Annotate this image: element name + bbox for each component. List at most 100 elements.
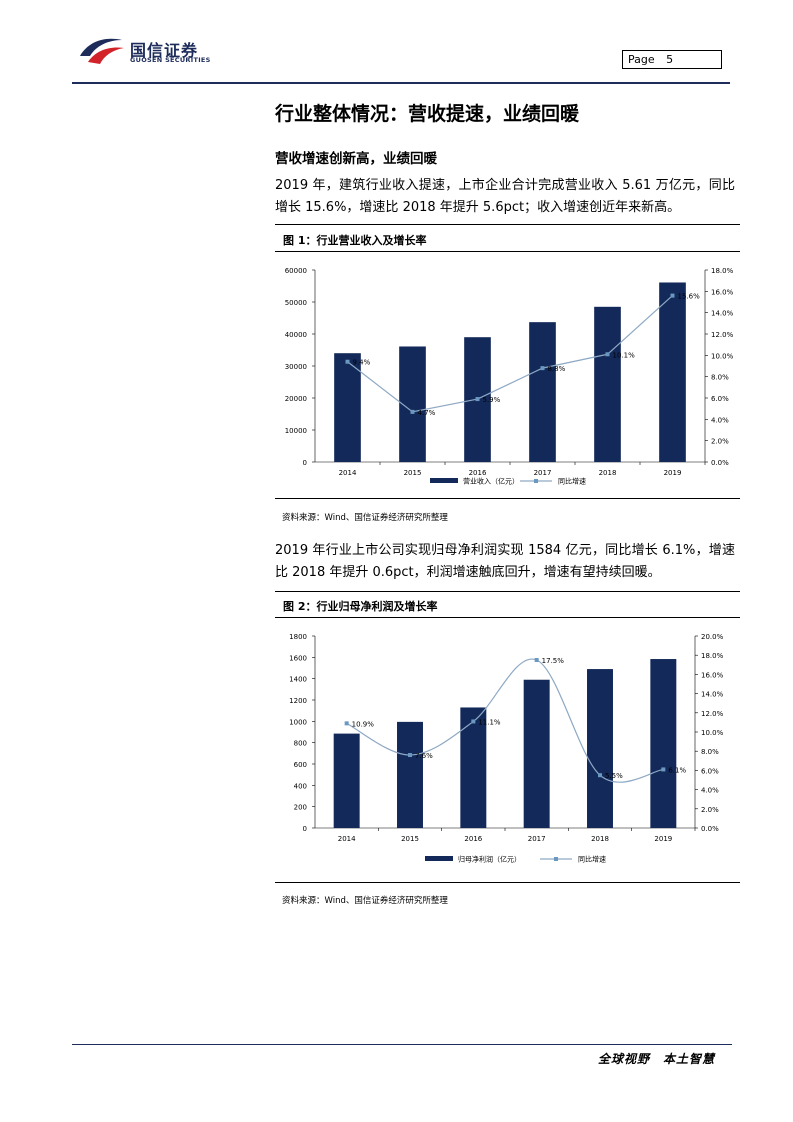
growth-point: [540, 366, 545, 371]
growth-point: [344, 721, 349, 726]
left-tick-label: 600: [294, 761, 307, 769]
x-tick-label: 2018: [599, 469, 617, 477]
left-tick-label: 1000: [289, 718, 307, 726]
right-tick-label: 12.0%: [711, 331, 734, 339]
left-tick-label: 0: [303, 459, 307, 467]
logo-mark-icon: [80, 38, 124, 64]
left-tick-label: 800: [294, 740, 307, 748]
figure2-bottom-rule: [275, 882, 740, 883]
legend-line-marker: [554, 857, 558, 861]
figure2-top-rule: [275, 591, 740, 592]
left-tick-label: 1200: [289, 697, 307, 705]
growth-point: [345, 359, 350, 364]
data-label: 9.4%: [353, 359, 371, 367]
data-label: 5.5%: [605, 772, 623, 780]
right-tick-label: 14.0%: [701, 691, 724, 699]
data-label: 11.1%: [478, 718, 501, 726]
logo-text-en: GUOSEN SECURITIES: [130, 56, 211, 64]
page-label: Page: [628, 53, 655, 66]
growth-line: [347, 295, 673, 413]
left-tick-label: 400: [294, 782, 307, 790]
data-label: 15.6%: [678, 293, 701, 301]
x-tick-label: 2015: [401, 835, 419, 843]
x-tick-label: 2017: [528, 835, 546, 843]
figure1-source: 资料来源：Wind、国信证券经济研究所整理: [282, 513, 448, 523]
data-label: 4.7%: [418, 409, 436, 417]
legend-line-label: 同比增速: [578, 855, 606, 864]
left-tick-label: 60000: [285, 267, 307, 275]
x-tick-label: 2015: [404, 469, 422, 477]
data-label: 6.1%: [668, 766, 686, 774]
data-label: 10.1%: [613, 351, 636, 359]
bar: [529, 322, 556, 462]
right-tick-label: 8.0%: [701, 748, 719, 756]
right-tick-label: 12.0%: [701, 710, 724, 718]
right-tick-label: 0.0%: [711, 459, 729, 467]
paragraph-revenue: 2019 年，建筑行业收入提速，上市企业合计完成营业收入 5.61 万亿元，同比…: [275, 178, 735, 215]
bar: [333, 733, 360, 828]
figure1-title-rule: [275, 251, 740, 252]
left-tick-label: 10000: [285, 427, 307, 435]
right-tick-label: 6.0%: [711, 395, 729, 403]
bar: [650, 659, 677, 828]
bar: [587, 669, 613, 828]
bar: [523, 679, 550, 828]
x-tick-label: 2014: [338, 835, 356, 843]
legend-bar-swatch: [430, 478, 458, 483]
figure1-top-rule: [275, 224, 740, 225]
figure2-title: 图 2：行业归母净利润及增长率: [283, 600, 438, 613]
figure2-title-rule: [275, 617, 740, 618]
right-tick-label: 18.0%: [701, 652, 724, 660]
bar: [399, 346, 426, 462]
right-tick-label: 10.0%: [711, 352, 734, 360]
right-tick-label: 4.0%: [701, 787, 719, 795]
growth-point: [661, 767, 666, 772]
left-tick-label: 1800: [289, 633, 307, 641]
logo-text-cn: 国信证券: [130, 41, 199, 60]
right-tick-label: 10.0%: [701, 729, 724, 737]
x-tick-label: 2018: [591, 835, 609, 843]
left-tick-label: 0: [303, 825, 307, 833]
right-tick-label: 14.0%: [711, 310, 734, 318]
data-label: 5.9%: [483, 396, 501, 404]
bar: [334, 353, 361, 462]
left-tick-label: 50000: [285, 299, 307, 307]
left-tick-label: 200: [294, 804, 307, 812]
figure1-title: 图 1：行业营业收入及增长率: [283, 234, 427, 247]
right-tick-label: 2.0%: [701, 806, 719, 814]
legend-bar-label: 归母净利润（亿元）: [458, 855, 521, 864]
right-tick-label: 6.0%: [701, 767, 719, 775]
legend-line-marker: [534, 479, 538, 483]
right-tick-label: 16.0%: [701, 671, 724, 679]
data-label: 10.9%: [352, 720, 375, 728]
growth-point: [410, 409, 415, 414]
left-tick-label: 20000: [285, 395, 307, 403]
footer-slogan: 全球视野 本土智慧: [598, 1052, 716, 1066]
growth-point: [605, 352, 610, 357]
company-logo: 国信证券 GUOSEN SECURITIES: [78, 34, 238, 68]
section-title: 行业整体情况：营收提速，业绩回暖: [275, 103, 580, 125]
page-indicator: Page 5: [622, 50, 722, 69]
x-tick-label: 2016: [464, 835, 482, 843]
legend-line-label: 同比增速: [558, 477, 586, 486]
page-number: 5: [666, 53, 674, 66]
data-label: 8.8%: [548, 365, 566, 373]
growth-point: [408, 753, 412, 758]
bar: [397, 721, 423, 828]
growth-line: [346, 658, 664, 783]
right-tick-label: 2.0%: [711, 438, 729, 446]
subsection-title: 营收增速创新高，业绩回暖: [275, 151, 437, 167]
revenue-chart: 0 10000 20000 30000 40000 50000 60000 0.0% 2.0% 4…: [285, 267, 734, 486]
growth-point: [534, 658, 539, 662]
header-rule: [72, 82, 730, 84]
bar: [594, 306, 621, 462]
bar: [659, 282, 686, 462]
data-label: 7.6%: [415, 752, 433, 760]
x-tick-label: 2019: [664, 469, 682, 477]
x-tick-label: 2014: [339, 469, 357, 477]
x-tick-label: 2016: [469, 469, 487, 477]
right-tick-label: 4.0%: [711, 416, 729, 424]
paragraph-profit: 2019 年行业上市公司实现归母净利润实现 1584 亿元，同比增长 6.1%，…: [275, 543, 735, 580]
footer-rule: [72, 1044, 732, 1045]
left-tick-label: 1400: [289, 676, 307, 684]
